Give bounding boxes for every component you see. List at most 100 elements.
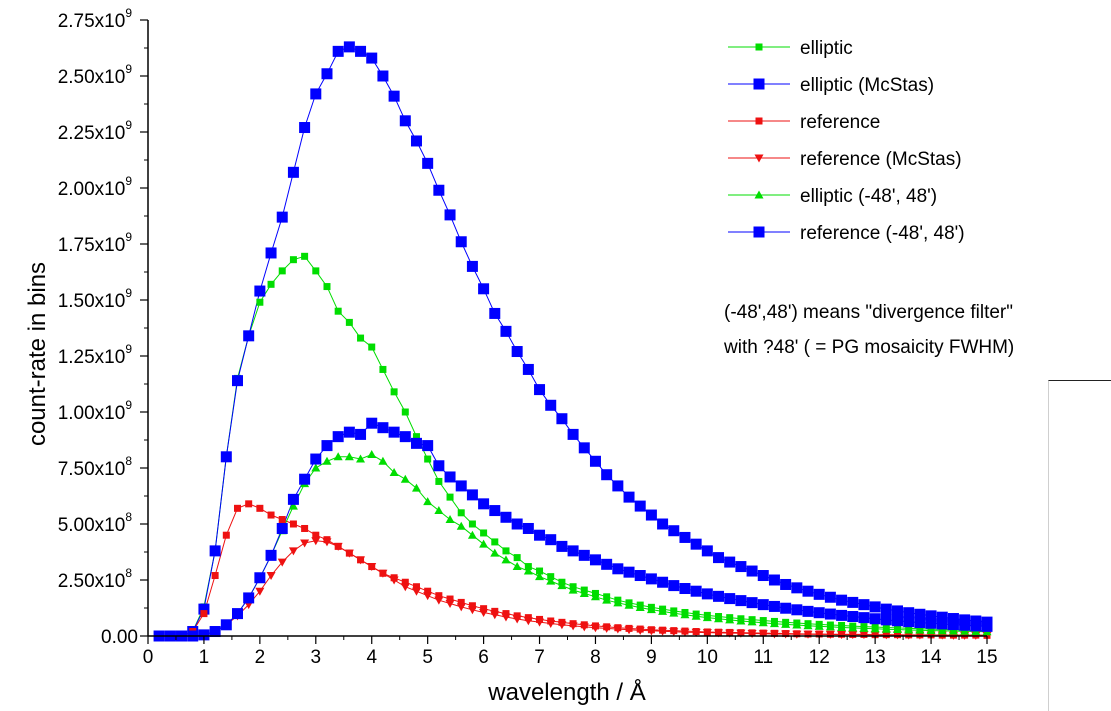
data-point xyxy=(568,585,578,594)
data-point xyxy=(255,587,265,596)
side-panel-frame xyxy=(1048,380,1111,711)
data-point xyxy=(287,493,299,505)
data-point xyxy=(657,518,669,530)
data-point xyxy=(758,630,768,639)
data-point xyxy=(589,455,601,467)
data-point xyxy=(513,554,521,562)
data-point xyxy=(523,617,533,626)
data-point xyxy=(512,562,522,571)
data-point xyxy=(792,620,802,629)
data-point xyxy=(780,578,792,590)
data-point xyxy=(747,630,757,639)
data-point xyxy=(613,625,623,634)
data-point xyxy=(701,545,713,557)
data-point xyxy=(356,556,366,565)
data-point xyxy=(725,615,735,624)
data-point xyxy=(736,616,746,625)
data-point xyxy=(578,549,590,561)
data-point xyxy=(265,549,277,561)
data-point xyxy=(792,630,802,639)
data-point xyxy=(410,437,422,449)
data-point xyxy=(601,469,613,481)
data-point xyxy=(378,456,388,465)
data-point xyxy=(256,504,264,512)
data-point xyxy=(522,363,534,375)
data-point xyxy=(400,474,410,483)
x-tick-label: 5 xyxy=(422,647,433,668)
x-tick-label: 0 xyxy=(143,647,154,668)
data-point xyxy=(690,538,702,550)
data-point xyxy=(276,211,288,223)
data-point xyxy=(813,607,825,619)
data-point xyxy=(278,516,286,524)
data-point xyxy=(814,621,824,630)
data-point xyxy=(612,563,624,575)
data-point xyxy=(479,608,489,617)
data-point xyxy=(466,489,478,501)
data-point xyxy=(501,613,511,622)
data-point xyxy=(578,442,590,454)
data-point xyxy=(602,624,612,633)
y-tick-label: 2.75x109 xyxy=(58,6,133,32)
data-point xyxy=(222,531,230,539)
data-point xyxy=(658,627,668,636)
data-point xyxy=(457,598,465,606)
data-point xyxy=(947,619,959,631)
data-point xyxy=(388,426,400,438)
data-point xyxy=(724,556,736,568)
data-point xyxy=(220,451,232,463)
data-point xyxy=(321,440,333,452)
data-point xyxy=(645,509,657,521)
data-point xyxy=(211,572,219,580)
data-point xyxy=(311,537,321,546)
data-point xyxy=(265,247,277,259)
data-point xyxy=(511,346,523,358)
data-point xyxy=(444,209,456,221)
y-tick-label: 0.00 xyxy=(101,627,138,648)
data-point xyxy=(267,511,275,519)
legend-marker-6 xyxy=(753,226,765,238)
data-point xyxy=(545,399,557,411)
data-point xyxy=(535,572,545,581)
data-point xyxy=(758,618,768,627)
data-point xyxy=(511,518,523,530)
y-tick-label: 2.00x109 xyxy=(58,174,133,200)
y-tick-label: 2.50x109 xyxy=(58,62,133,88)
legend-label-2: elliptic (McStas) xyxy=(800,75,934,96)
data-point xyxy=(803,621,813,630)
data-point xyxy=(635,626,645,635)
data-point xyxy=(355,45,367,57)
data-point xyxy=(489,505,501,517)
data-point xyxy=(198,603,210,615)
data-point xyxy=(299,122,311,134)
data-point xyxy=(310,88,322,100)
data-point xyxy=(781,630,791,639)
data-point xyxy=(243,330,255,342)
x-tick-label: 14 xyxy=(920,647,942,668)
x-tick-label: 8 xyxy=(590,647,601,668)
data-point xyxy=(836,609,848,621)
data-point xyxy=(344,452,354,461)
data-point xyxy=(312,267,320,275)
data-point xyxy=(478,498,490,510)
data-point xyxy=(399,431,411,443)
data-point xyxy=(512,615,522,624)
data-point xyxy=(802,605,814,617)
data-point xyxy=(535,618,545,627)
data-point xyxy=(713,552,725,564)
data-point xyxy=(646,627,656,636)
data-point xyxy=(344,549,354,558)
data-point xyxy=(343,426,355,438)
data-point xyxy=(478,283,490,295)
data-point xyxy=(389,467,399,476)
data-point xyxy=(768,574,780,586)
data-point xyxy=(412,433,420,441)
axes: 0 1 2 3 4 5 6 7 8 9 10 11 12 13 14 150.002.50x1085.00x1… xyxy=(58,6,998,668)
data-point xyxy=(322,456,332,465)
x-tick-label: 11 xyxy=(753,647,773,668)
data-point xyxy=(289,256,297,264)
data-point xyxy=(423,592,433,601)
data-point xyxy=(267,280,275,288)
data-point xyxy=(390,388,398,396)
data-point xyxy=(680,628,690,637)
